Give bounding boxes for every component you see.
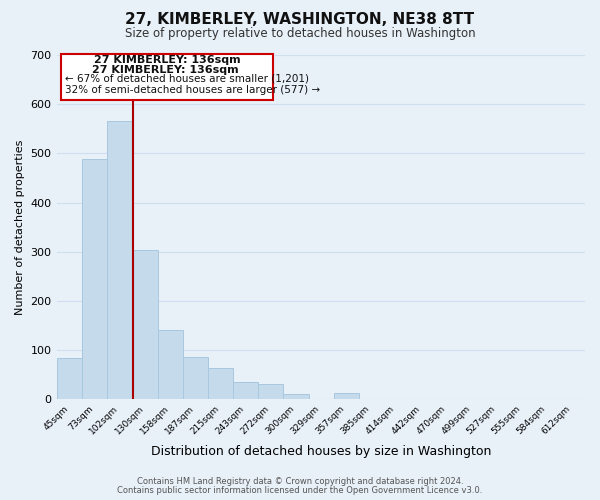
Text: 27 KIMBERLEY: 136sqm: 27 KIMBERLEY: 136sqm	[94, 56, 241, 66]
Bar	[208, 368, 233, 399]
Text: Size of property relative to detached houses in Washington: Size of property relative to detached ho…	[125, 28, 475, 40]
Bar	[158, 330, 183, 399]
Text: 32% of semi-detached houses are larger (577) →: 32% of semi-detached houses are larger (…	[65, 86, 320, 96]
Bar	[334, 394, 359, 399]
Text: ← 67% of detached houses are smaller (1,201): ← 67% of detached houses are smaller (1,…	[65, 73, 309, 83]
Y-axis label: Number of detached properties: Number of detached properties	[15, 140, 25, 315]
Text: 27, KIMBERLEY, WASHINGTON, NE38 8TT: 27, KIMBERLEY, WASHINGTON, NE38 8TT	[125, 12, 475, 28]
Bar	[258, 384, 283, 399]
Bar	[233, 382, 258, 399]
Bar	[283, 394, 308, 399]
Bar	[61, 54, 274, 100]
Text: Contains public sector information licensed under the Open Government Licence v3: Contains public sector information licen…	[118, 486, 482, 495]
Bar	[133, 250, 158, 399]
Text: 27 KIMBERLEY: 136sqm: 27 KIMBERLEY: 136sqm	[92, 65, 239, 75]
Text: Contains HM Land Registry data © Crown copyright and database right 2024.: Contains HM Land Registry data © Crown c…	[137, 477, 463, 486]
Bar	[107, 122, 133, 399]
Bar	[183, 358, 208, 399]
Bar	[57, 358, 82, 399]
X-axis label: Distribution of detached houses by size in Washington: Distribution of detached houses by size …	[151, 444, 491, 458]
Bar	[82, 159, 107, 399]
